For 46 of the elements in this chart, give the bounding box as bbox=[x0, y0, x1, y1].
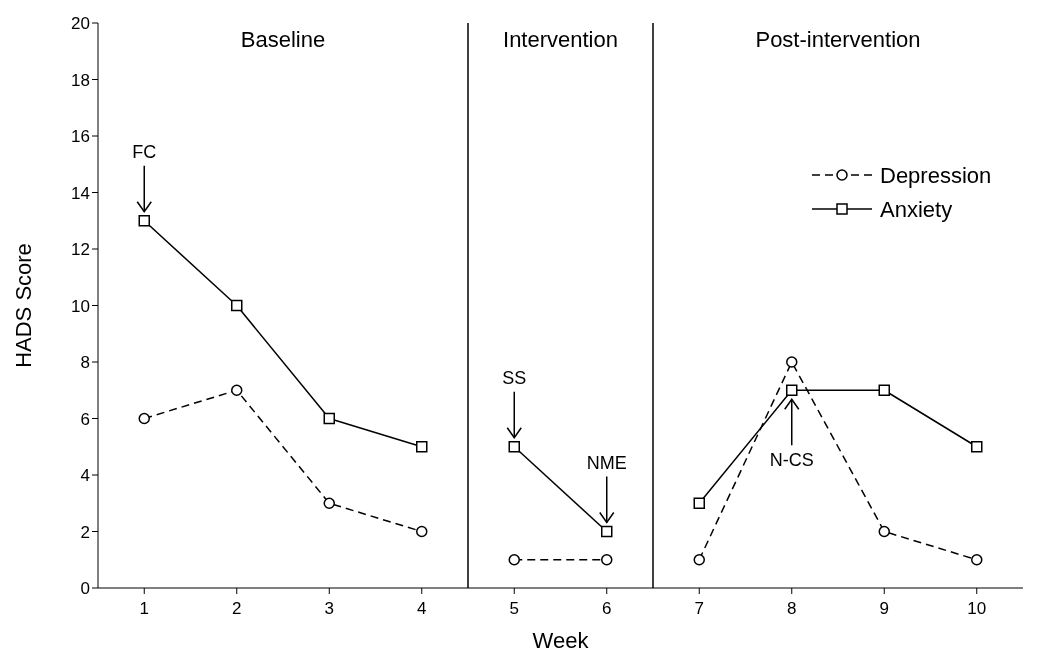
legend-label: Depression bbox=[880, 162, 992, 188]
point bbox=[323, 412, 335, 425]
y-tick-label: 14 bbox=[71, 183, 90, 203]
x-axis-title: Week bbox=[532, 628, 590, 653]
x-tick-label: 7 bbox=[694, 599, 704, 619]
y-tick-label: 0 bbox=[80, 579, 90, 599]
annotation: Baseline bbox=[240, 26, 326, 52]
point bbox=[508, 554, 520, 566]
annotation: NME bbox=[586, 452, 627, 473]
x-tick-label: 8 bbox=[787, 599, 797, 619]
point bbox=[416, 525, 428, 538]
x-tick-label: 10 bbox=[967, 599, 987, 619]
annotation: Intervention bbox=[503, 26, 618, 52]
annotation: FC bbox=[132, 142, 157, 163]
x-tick-label: 6 bbox=[602, 599, 612, 619]
annotation: Post-intervention bbox=[755, 26, 921, 52]
point bbox=[323, 497, 335, 509]
y-tick-label: 4 bbox=[80, 466, 90, 486]
y-tick-label: 2 bbox=[80, 522, 90, 542]
annotation: SS bbox=[502, 368, 527, 389]
y-tick-label: 20 bbox=[71, 14, 90, 34]
point bbox=[601, 554, 613, 566]
annotation: N-CS bbox=[769, 449, 814, 470]
point bbox=[878, 525, 890, 538]
point bbox=[971, 554, 983, 566]
legend-label: Anxiety bbox=[880, 196, 953, 222]
point bbox=[138, 412, 150, 425]
point bbox=[231, 384, 243, 396]
y-axis-title: HADS Score bbox=[10, 243, 36, 368]
y-tick-label: 6 bbox=[80, 409, 90, 429]
x-tick-label: 9 bbox=[879, 599, 889, 619]
y-tick-label: 18 bbox=[71, 70, 90, 90]
y-tick-label: 16 bbox=[71, 127, 90, 147]
x-tick-label: 4 bbox=[417, 599, 427, 619]
point bbox=[786, 356, 798, 368]
y-tick-label: 10 bbox=[71, 296, 90, 316]
y-tick-label: 8 bbox=[80, 353, 90, 373]
x-tick-label: 2 bbox=[232, 599, 242, 619]
x-tick-label: 5 bbox=[509, 599, 519, 619]
x-tick-label: 1 bbox=[139, 599, 149, 619]
y-tick-label: 12 bbox=[71, 240, 90, 260]
point bbox=[693, 554, 705, 566]
x-tick-label: 3 bbox=[324, 599, 334, 619]
point bbox=[231, 299, 243, 312]
point bbox=[416, 441, 428, 453]
point bbox=[138, 215, 150, 227]
